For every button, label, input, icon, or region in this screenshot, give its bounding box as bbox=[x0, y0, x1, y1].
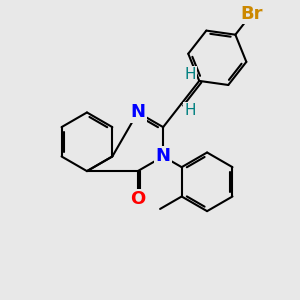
Text: O: O bbox=[130, 190, 146, 208]
Text: N: N bbox=[156, 148, 171, 166]
Text: Br: Br bbox=[240, 5, 263, 23]
Text: H: H bbox=[185, 67, 196, 82]
Text: H: H bbox=[184, 103, 196, 118]
Text: N: N bbox=[130, 103, 145, 122]
